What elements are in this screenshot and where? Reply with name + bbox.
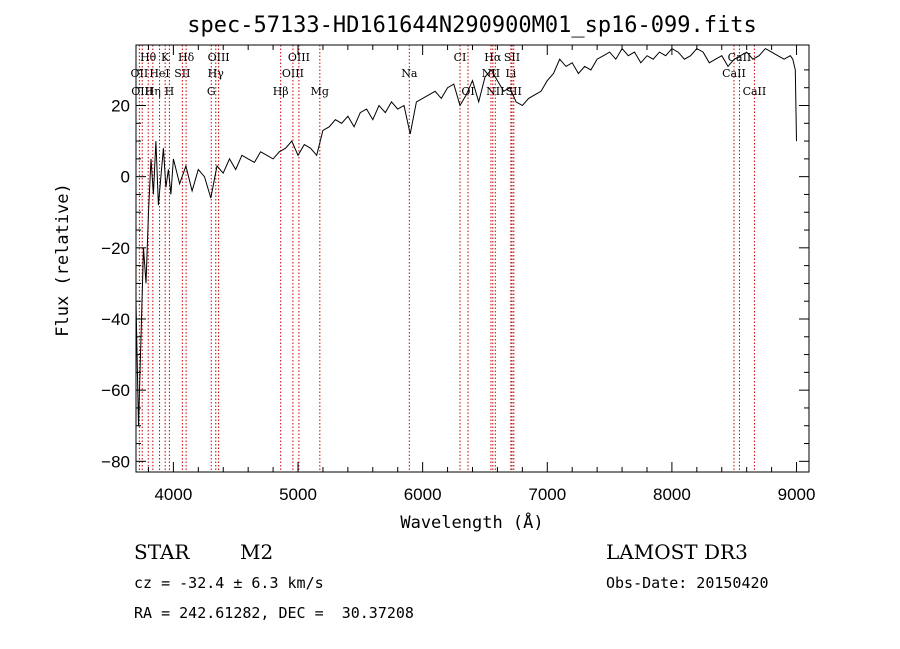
- y-tick-label: −20: [101, 239, 130, 258]
- spectral-line-label: CaII: [743, 85, 767, 98]
- y-tick-label: 20: [111, 96, 130, 115]
- y-tick-label: −40: [101, 310, 130, 329]
- obs-date-readout: Obs-Date: 20150420: [606, 574, 769, 592]
- spectral-line-label: OIII: [208, 51, 230, 64]
- spectral-line-label: Hη: [145, 85, 161, 98]
- spectral-line-label: OIII: [282, 67, 304, 80]
- y-tick-label: −60: [101, 381, 130, 400]
- y-tick-label: −80: [101, 452, 130, 471]
- spectral-line-label: SII: [504, 51, 520, 64]
- x-axis-ticks: 4000 5000 6000 7000 8000 9000: [147, 45, 816, 504]
- object-class: STAR: [134, 540, 190, 564]
- x-tick-label: 7000: [528, 485, 566, 504]
- spectrum-series-line: [135, 47, 797, 426]
- chart-title: spec-57133-HD161644N290900M01_sp16-099.f…: [187, 13, 757, 38]
- spectral-line-label: OIII: [288, 51, 310, 64]
- y-axis-label: Flux (relative): [53, 183, 73, 337]
- spectrum-chart: spec-57133-HD161644N290900M01_sp16-099.f…: [53, 13, 816, 533]
- spectral-line-label: Hβ: [273, 85, 289, 98]
- spectral-line-label: CaII: [728, 51, 752, 64]
- spectral-line-label: CaII: [722, 67, 746, 80]
- spectral-line-label: Na: [401, 67, 418, 80]
- x-tick-label: 8000: [653, 485, 691, 504]
- x-tick-label: 6000: [404, 485, 442, 504]
- spectral-line-label: SII: [174, 67, 190, 80]
- spectral-line-label: Mg: [311, 85, 329, 98]
- plot-frame: [135, 44, 810, 473]
- coordinates-readout: RA = 242.61282, DEC = 30.37208: [134, 604, 414, 622]
- spectral-line-label: OII: [131, 67, 149, 80]
- y-axis-ticks: −80 −60 −40 −20 0 20: [101, 69, 809, 471]
- spectral-line-label: Hγ: [208, 67, 225, 80]
- survey-name: LAMOST DR3: [606, 540, 748, 564]
- spectral-line-label: G: [207, 85, 216, 98]
- x-tick-label: 5000: [279, 485, 317, 504]
- x-tick-label: 9000: [778, 485, 816, 504]
- spectral-line-label: CI: [454, 51, 467, 64]
- x-tick-label: 4000: [154, 485, 192, 504]
- spectral-line-label: NII: [486, 85, 504, 98]
- spectral-line-markers: [138, 45, 755, 472]
- spectral-line-label: OIII: [131, 85, 153, 98]
- spectral-line-label: Hθ: [140, 51, 157, 64]
- spectral-line-label: K: [161, 51, 170, 64]
- spectral-line-label: Hα: [484, 51, 502, 64]
- spectral-line-label: H: [165, 85, 175, 98]
- spectral-line-label: Li: [505, 67, 516, 80]
- spectral-line-label: Hδ: [178, 51, 195, 64]
- y-tick-label: 0: [121, 168, 130, 187]
- spectral-line-label: HeI: [149, 67, 169, 80]
- object-subclass: M2: [240, 540, 274, 564]
- x-axis-label: Wavelength (Å): [400, 511, 543, 533]
- redshift-readout: cz = -32.4 ± 6.3 km/s: [134, 574, 324, 592]
